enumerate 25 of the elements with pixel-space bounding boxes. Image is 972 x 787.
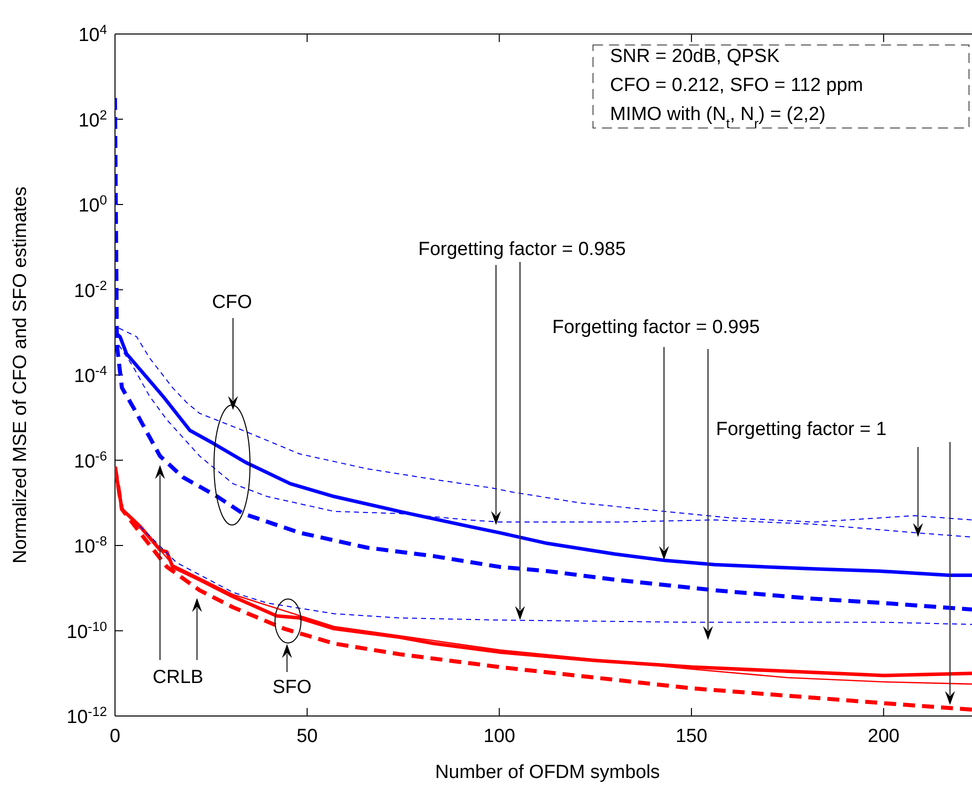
y-tick-label: 10$^{0}$ xyxy=(78,192,107,216)
y-tick-label: 10$^{-12}$ xyxy=(66,704,107,728)
y-axis-title: Normalized MSE of CFO and SFO estimates xyxy=(10,186,31,564)
y-tick-label: 10$^{-2}$ xyxy=(74,277,107,302)
x-tick-label: 50 xyxy=(296,726,318,747)
annotation: CRLB xyxy=(152,667,204,688)
y-tick-label: 10$^{2}$ xyxy=(78,106,107,132)
annotation: Forgetting factor = 0.985 xyxy=(418,239,626,260)
annotation: SNR = 20dB, QPSK xyxy=(610,46,780,67)
y-tick-label: 10$^{4}$ xyxy=(78,22,107,46)
y-tick-label: 10$^{-4}$ xyxy=(74,362,107,387)
y-tick-label: 10$^{-10}$ xyxy=(66,618,107,643)
x-axis-title: Number of OFDM symbols xyxy=(435,762,660,783)
y-tick-label: 10$^{-6}$ xyxy=(74,448,107,472)
x-tick-label: 200 xyxy=(868,726,900,747)
annotation: MIMO with (N$_{t}$, N$_{r}$) = (2,2) xyxy=(610,104,826,130)
annotation: Forgetting factor = 1 xyxy=(716,419,887,440)
x-tick-label: 0 xyxy=(110,726,120,747)
annotation: SFO xyxy=(272,677,312,698)
y-tick-label: 10$^{-8}$ xyxy=(74,533,107,558)
annotation: CFO = 0.212, SFO = 112 ppm xyxy=(610,75,864,96)
annotation: Forgetting factor = 0.995 xyxy=(552,317,760,338)
x-tick-label: 100 xyxy=(483,726,516,747)
x-tick-label: 150 xyxy=(676,726,708,747)
annotation: CFO xyxy=(212,292,252,313)
